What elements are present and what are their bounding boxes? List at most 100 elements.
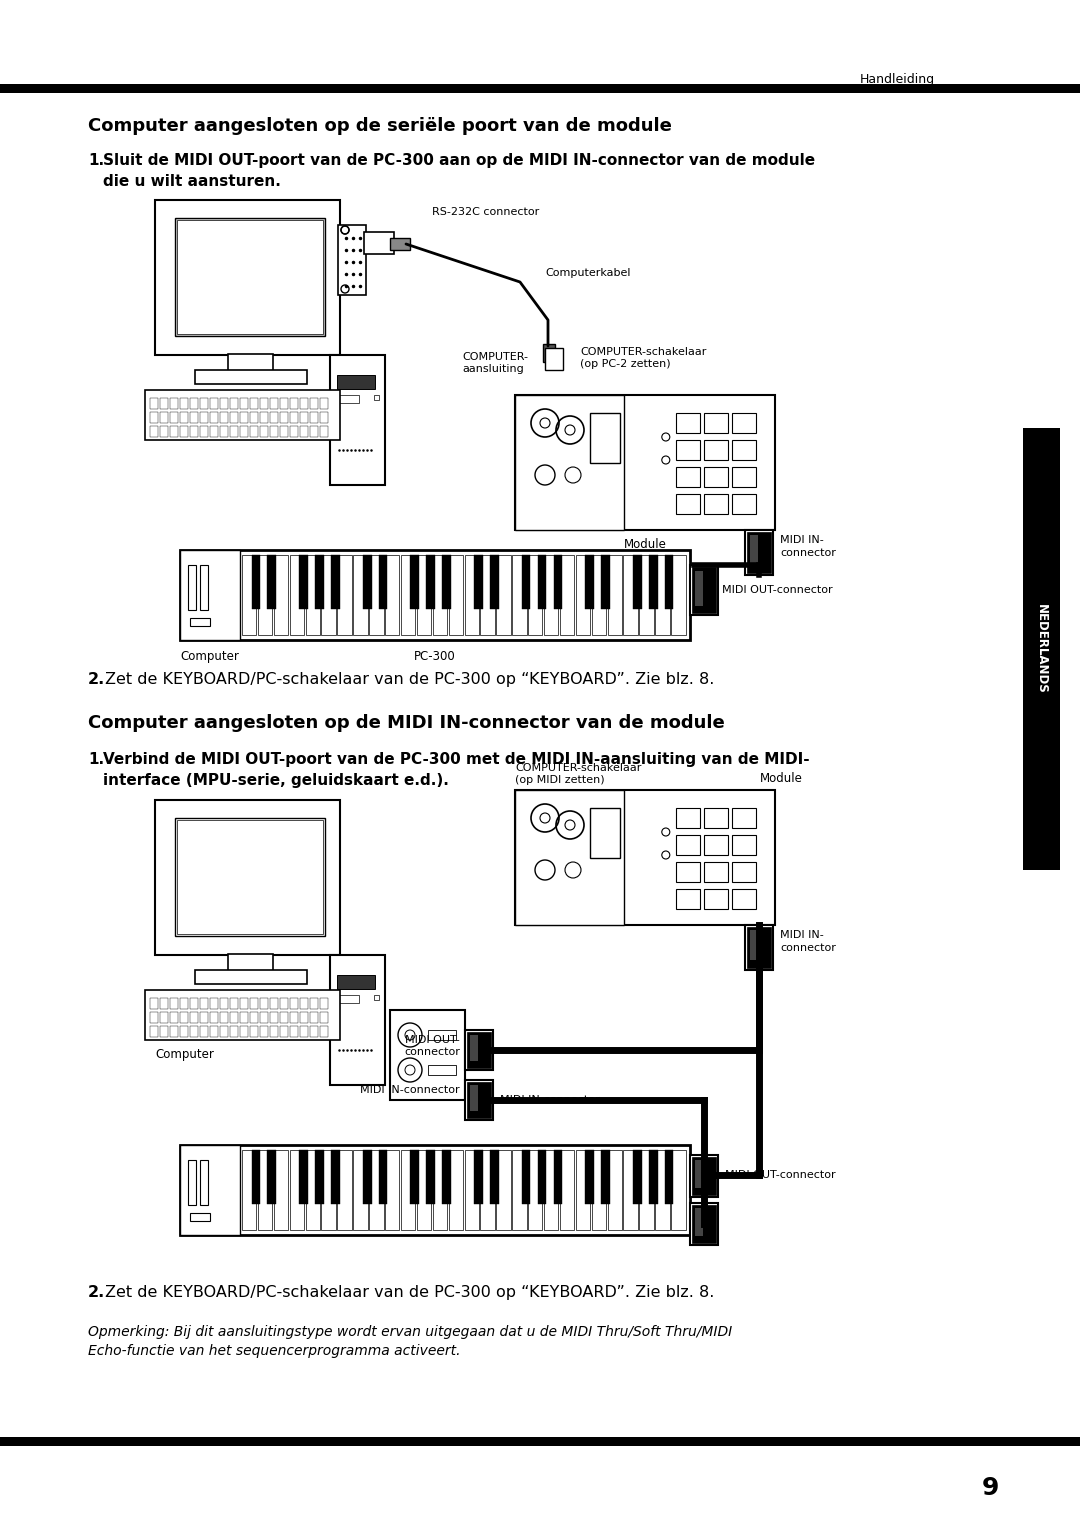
Bar — [160, 1012, 168, 1023]
Bar — [676, 440, 700, 460]
Bar — [353, 1150, 367, 1229]
Bar — [470, 1085, 478, 1111]
Bar — [592, 555, 606, 635]
Bar — [522, 555, 530, 609]
Bar — [260, 426, 268, 437]
Bar — [337, 555, 352, 635]
Bar — [602, 1150, 610, 1203]
Bar — [252, 1150, 260, 1203]
Bar — [249, 426, 258, 437]
Bar — [270, 412, 278, 423]
Bar — [623, 555, 638, 635]
Bar — [633, 1150, 642, 1203]
Text: Handleiding: Handleiding — [860, 74, 935, 86]
Bar — [200, 426, 208, 437]
Bar — [160, 399, 168, 409]
Bar — [330, 555, 340, 609]
Bar — [676, 835, 700, 855]
Bar — [315, 555, 324, 609]
Bar — [300, 426, 308, 437]
Text: 2.: 2. — [87, 1285, 105, 1300]
Bar — [291, 998, 298, 1009]
Bar — [474, 555, 483, 609]
Bar — [337, 995, 359, 1003]
Bar — [676, 494, 700, 514]
Bar — [732, 494, 756, 514]
Bar — [228, 354, 273, 373]
Bar — [280, 399, 288, 409]
Bar — [300, 998, 308, 1009]
Bar — [602, 555, 610, 609]
Bar — [732, 862, 756, 881]
Bar — [270, 426, 278, 437]
Bar — [386, 555, 400, 635]
Bar — [200, 1160, 208, 1205]
Text: Computer aangesloten op de MIDI IN-connector van de module: Computer aangesloten op de MIDI IN-conne… — [87, 714, 725, 731]
Text: Computer: Computer — [156, 1049, 214, 1061]
Bar — [374, 396, 379, 400]
Bar — [291, 1012, 298, 1023]
Bar — [433, 1150, 447, 1229]
Bar — [270, 1012, 278, 1023]
Bar — [337, 376, 375, 389]
Bar — [220, 399, 228, 409]
Bar — [442, 1150, 451, 1203]
Bar — [590, 808, 620, 858]
Bar — [252, 555, 260, 609]
Bar — [280, 412, 288, 423]
Bar — [481, 1150, 495, 1229]
Bar — [175, 819, 325, 937]
Bar — [300, 412, 308, 423]
Bar — [260, 998, 268, 1009]
Bar — [180, 1026, 188, 1036]
Bar — [310, 1026, 318, 1036]
Bar — [180, 550, 690, 639]
Bar — [170, 426, 178, 437]
Bar — [649, 555, 658, 609]
Bar — [690, 1154, 718, 1197]
Bar — [230, 412, 238, 423]
Bar — [363, 555, 372, 609]
Bar — [270, 399, 278, 409]
Bar — [190, 1012, 198, 1023]
Bar — [481, 555, 495, 635]
Bar — [190, 1026, 198, 1036]
Bar — [320, 998, 328, 1009]
Bar — [220, 998, 228, 1009]
Text: COMPUTER-
aansluiting: COMPUTER- aansluiting — [462, 353, 528, 374]
Bar — [150, 1012, 158, 1023]
Bar — [322, 555, 336, 635]
Text: MIDI OUT-connector: MIDI OUT-connector — [723, 586, 833, 595]
Bar — [665, 1150, 674, 1203]
Bar — [433, 555, 447, 635]
Bar — [353, 555, 367, 635]
Bar — [330, 955, 384, 1085]
Bar — [150, 998, 158, 1009]
Bar — [427, 555, 435, 609]
Bar — [177, 820, 323, 934]
Bar — [249, 1026, 258, 1036]
Text: Zet de KEYBOARD/PC-schakelaar van de PC-300 op “KEYBOARD”. Zie blz. 8.: Zet de KEYBOARD/PC-schakelaar van de PC-… — [105, 1285, 714, 1300]
Bar — [258, 1150, 272, 1229]
Bar — [692, 567, 716, 613]
Bar — [543, 343, 555, 362]
Bar — [337, 975, 375, 989]
Bar — [1023, 428, 1059, 871]
Bar — [180, 426, 188, 437]
Bar — [180, 1012, 188, 1023]
Bar — [240, 1012, 248, 1023]
Bar — [448, 1150, 463, 1229]
Bar — [310, 1012, 318, 1023]
Bar — [750, 931, 758, 960]
Bar — [428, 1030, 456, 1039]
Bar — [240, 412, 248, 423]
Bar — [465, 1081, 492, 1121]
Bar — [280, 998, 288, 1009]
Text: 1.: 1. — [87, 153, 104, 169]
Bar — [732, 889, 756, 909]
Bar — [559, 1150, 575, 1229]
Bar — [497, 1150, 511, 1229]
Bar — [690, 566, 718, 615]
Bar — [230, 1026, 238, 1036]
Bar — [442, 555, 451, 609]
